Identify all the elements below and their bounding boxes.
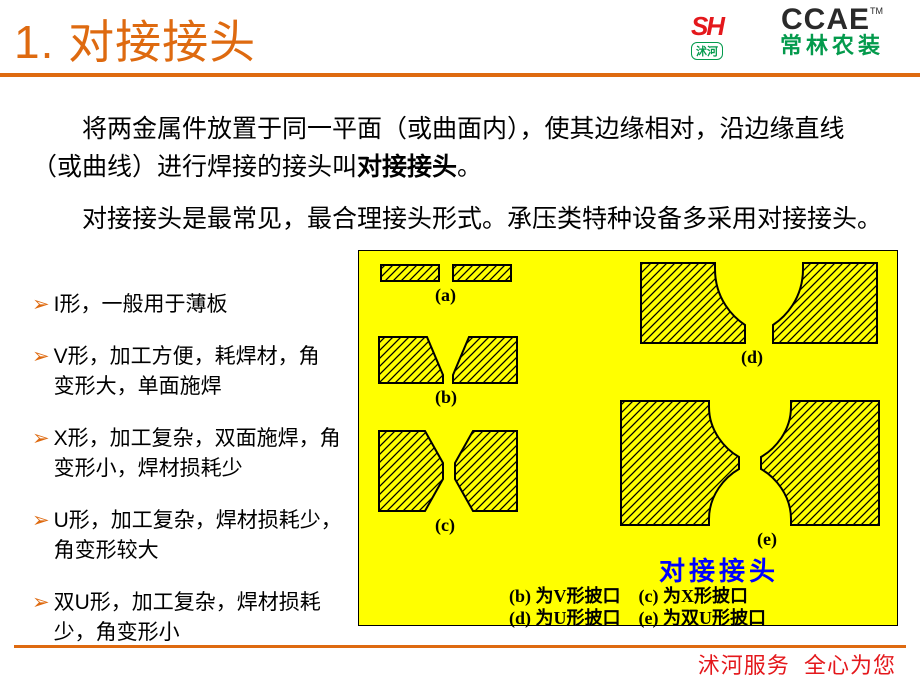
logo-sh: SH 沭河 <box>668 6 746 64</box>
diagram-title: 对接接头 <box>659 551 779 588</box>
footer-text: 沭河服务 全心为您 <box>698 648 896 680</box>
header-divider <box>0 73 920 77</box>
bullet-text: I形，一般用于薄板 <box>54 290 228 320</box>
diagram-label-c: (c) <box>435 515 455 536</box>
bullet-text: X形，加工复杂，双面施焊，角变形小，焊材损耗少 <box>54 424 342 484</box>
logo-sh-sub: 沭河 <box>691 42 723 60</box>
footer-left: 沭河服务 <box>698 653 790 678</box>
paragraph-2: 对接接头是最常见，最合理接头形式。承压类特种设备多采用对接接头。 <box>32 200 888 238</box>
body-text: 将两金属件放置于同一平面（或曲面内），使其边缘相对，沿边缘直线（或曲线）进行焊接… <box>32 110 888 252</box>
logo-ccae-text: CCAE <box>781 6 870 34</box>
legend-line-2: (d) 为U形披口 (e) 为双U形披口 <box>509 608 766 628</box>
diagram-label-d: (d) <box>741 347 763 368</box>
logo-ccae-sub: 常林农装 <box>780 34 884 58</box>
bullet-item: ➢U形，加工复杂，焊材损耗少，角变形较大 <box>32 506 342 566</box>
chevron-right-icon: ➢ <box>32 506 50 566</box>
bullet-text: V形，加工方便，耗焊材，角 变形大，单面施焊 <box>54 342 342 402</box>
diagram-panel: (a) (b) (c) (d) (e) 对接接头 (b) 为V形披口 (c) 为… <box>358 250 898 626</box>
logo-area: SH 沭河 CCAE TM 常林农装 <box>668 6 912 64</box>
diagram-label-e: (e) <box>757 529 777 550</box>
chevron-right-icon: ➢ <box>32 290 50 320</box>
diagram-svg <box>359 251 899 627</box>
bullet-list: ➢I形，一般用于薄板 ➢V形，加工方便，耗焊材，角 变形大，单面施焊 ➢X形，加… <box>32 290 342 670</box>
logo-sh-text: SH <box>691 11 723 42</box>
diagram-label-a: (a) <box>435 285 456 306</box>
chevron-right-icon: ➢ <box>32 424 50 484</box>
logo-ccae: CCAE TM 常林农装 <box>752 6 912 58</box>
chevron-right-icon: ➢ <box>32 342 50 402</box>
bullet-item: ➢I形，一般用于薄板 <box>32 290 342 320</box>
bullet-item: ➢X形，加工复杂，双面施焊，角变形小，焊材损耗少 <box>32 424 342 484</box>
paragraph-1: 将两金属件放置于同一平面（或曲面内），使其边缘相对，沿边缘直线（或曲线）进行焊接… <box>32 110 888 186</box>
page-title: 1. 对接接头 <box>14 6 256 72</box>
diagram-legend: (b) 为V形披口 (c) 为X形披口 (d) 为U形披口 (e) 为双U形披口 <box>509 585 766 629</box>
bullet-item: ➢双U形，加工复杂，焊材损耗少，角变形小 <box>32 588 342 648</box>
slide: 1. 对接接头 SH 沭河 CCAE TM 常林农装 将两金属件放置于同一平面（… <box>0 0 920 690</box>
p2-pre: 对接接头是最常见，最合理接头形式。承压类特种设备多采用对接接头。 <box>82 205 882 233</box>
diagram-label-b: (b) <box>435 387 457 408</box>
bullet-text: 双U形，加工复杂，焊材损耗少，角变形小 <box>54 588 342 648</box>
legend-line-1: (b) 为V形披口 (c) 为X形披口 <box>509 586 748 606</box>
p1-post: 。 <box>457 153 482 181</box>
p1-bold: 对接接头 <box>357 153 457 181</box>
footer-right: 全心为您 <box>804 653 896 678</box>
bullet-item: ➢V形，加工方便，耗焊材，角 变形大，单面施焊 <box>32 342 342 402</box>
logo-ccae-tm: TM <box>870 6 883 16</box>
bullet-text: U形，加工复杂，焊材损耗少，角变形较大 <box>54 506 342 566</box>
chevron-right-icon: ➢ <box>32 588 50 648</box>
